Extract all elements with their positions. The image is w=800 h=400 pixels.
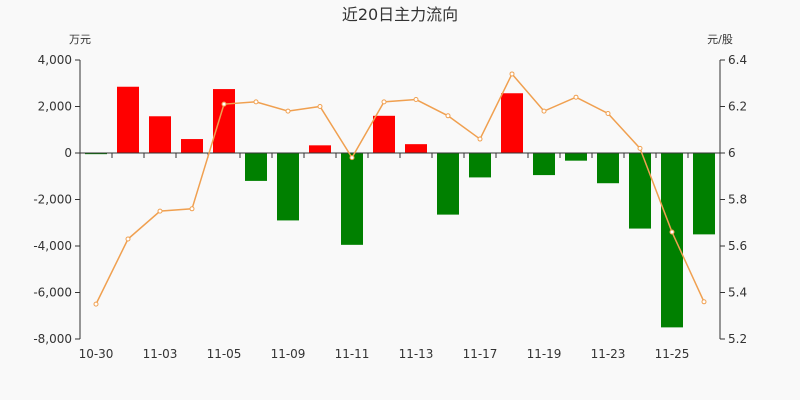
bar: [437, 153, 459, 215]
bar: [245, 153, 267, 181]
bar: [213, 89, 235, 153]
bar: [661, 153, 683, 328]
x-tick-label: 11-05: [207, 347, 242, 361]
left-tick-label: -8,000: [33, 332, 72, 346]
right-tick-label: 5.4: [728, 286, 747, 300]
price-point: [285, 108, 291, 114]
bar: [373, 115, 395, 153]
left-tick-label: 4,000: [38, 53, 72, 67]
price-point: [541, 108, 547, 114]
x-tick-label: 11-03: [143, 347, 178, 361]
bar: [565, 153, 587, 161]
price-point: [605, 110, 611, 116]
price-point: [477, 136, 483, 142]
bar: [181, 139, 203, 153]
price-line: [95, 72, 705, 305]
bar: [405, 144, 427, 153]
right-tick-label: 6.4: [728, 53, 747, 67]
x-tick-label: 11-11: [335, 347, 370, 361]
x-tick-label: 11-19: [527, 347, 562, 361]
left-axis-unit: 万元: [69, 33, 91, 46]
price-point: [221, 101, 227, 107]
price-point: [381, 99, 387, 105]
price-point: [701, 299, 707, 305]
bar: [309, 145, 331, 153]
bar: [629, 153, 651, 229]
chart-title: 近20日主力流向: [342, 5, 458, 24]
price-point: [637, 145, 643, 151]
axes: 4,000 2,000 0 -2,000 -4,000 -6,000 -8,000 6.4 6.…: [33, 53, 747, 361]
x-tick-label: 11-25: [655, 347, 690, 361]
x-tick-label: 11-13: [399, 347, 434, 361]
price-point: [253, 99, 259, 105]
left-tick-label: -2,000: [33, 193, 72, 207]
bar: [149, 116, 171, 153]
price-point: [125, 236, 131, 242]
price-point: [317, 104, 323, 109]
price-point: [509, 71, 515, 77]
bar: [469, 153, 491, 178]
bar: [501, 93, 523, 153]
left-tick-label: 0: [64, 146, 72, 160]
bar: [85, 153, 107, 155]
x-tick-label: 11-23: [591, 347, 626, 361]
right-tick-label: 6.2: [728, 100, 747, 114]
bar: [597, 153, 619, 184]
left-tick-label: 2,000: [38, 100, 72, 114]
x-tick-label: 11-09: [271, 347, 306, 361]
left-tick-label: -6,000: [33, 286, 72, 300]
bar: [277, 153, 299, 221]
price-point: [157, 208, 163, 214]
price-line-series: [93, 71, 707, 307]
bar: [533, 153, 555, 176]
price-point: [573, 94, 579, 100]
right-tick-label: 5.8: [728, 193, 747, 207]
right-tick-label: 5.2: [728, 332, 747, 346]
x-tick-label: 10-30: [79, 347, 114, 361]
left-tick-label: -4,000: [33, 239, 72, 253]
bar: [117, 86, 139, 153]
price-point: [349, 155, 355, 161]
price-point: [445, 113, 451, 119]
bar-series: [85, 86, 715, 328]
bar: [693, 153, 715, 235]
price-point: [669, 229, 675, 235]
price-point: [413, 97, 419, 103]
bar: [341, 153, 363, 245]
right-axis-unit: 元/股: [707, 33, 733, 46]
price-point: [93, 301, 99, 307]
right-tick-label: 6: [728, 146, 736, 160]
x-tick-label: 11-17: [463, 347, 498, 361]
right-tick-label: 5.6: [728, 239, 747, 253]
price-point: [189, 206, 195, 212]
